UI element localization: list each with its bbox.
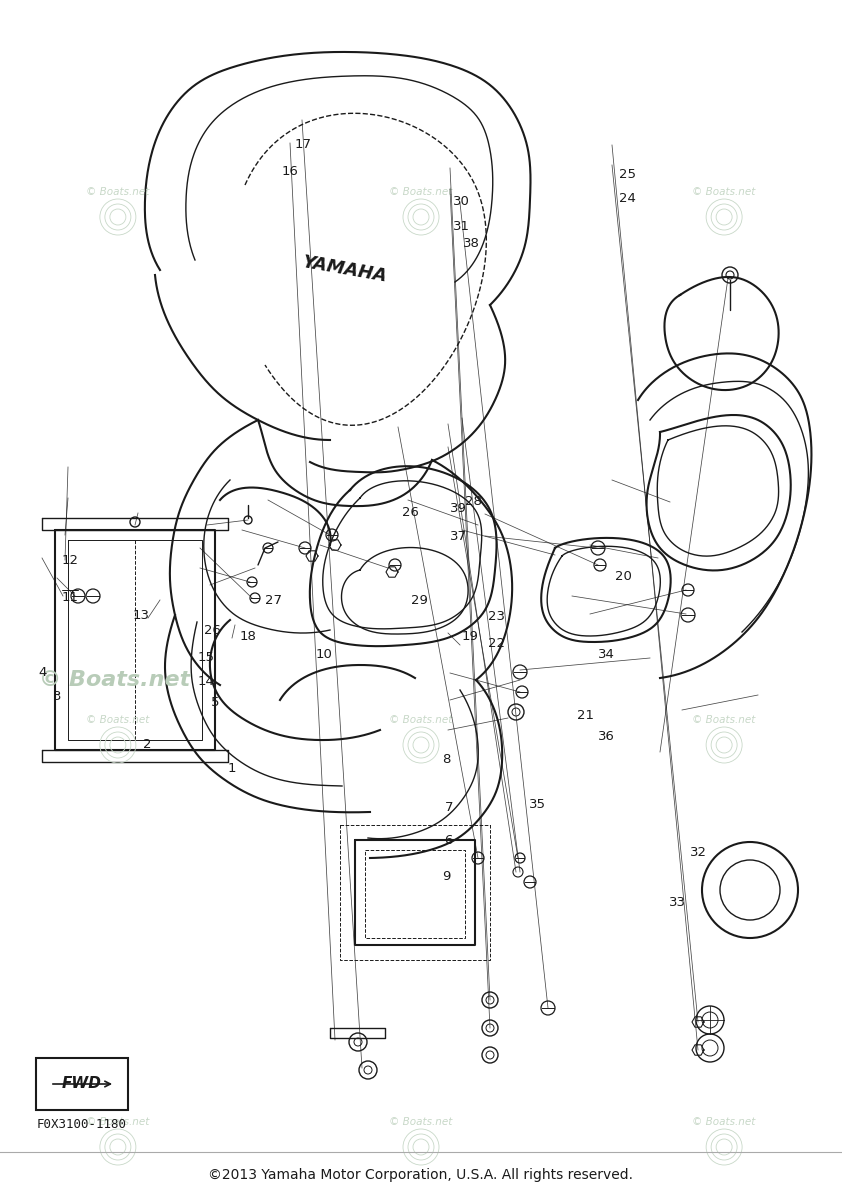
Text: 34: 34 — [598, 648, 615, 660]
Text: 20: 20 — [615, 570, 632, 582]
Text: 21: 21 — [577, 709, 594, 721]
Text: © Boats.net: © Boats.net — [692, 187, 756, 197]
Text: 23: 23 — [488, 611, 505, 623]
Text: 31: 31 — [453, 221, 470, 233]
Text: 24: 24 — [619, 192, 636, 204]
Text: 38: 38 — [463, 238, 480, 250]
Text: © Boats.net: © Boats.net — [692, 1117, 756, 1127]
Text: 26: 26 — [204, 624, 221, 636]
Text: 10: 10 — [316, 648, 333, 660]
Text: 15: 15 — [198, 652, 215, 664]
Text: 12: 12 — [61, 554, 78, 566]
Text: 16: 16 — [282, 166, 299, 178]
Text: 35: 35 — [529, 798, 546, 810]
Text: © Boats.net: © Boats.net — [389, 715, 453, 725]
Text: 39: 39 — [450, 503, 467, 515]
Text: © Boats.net: © Boats.net — [86, 1117, 150, 1127]
Text: 22: 22 — [488, 637, 505, 649]
Text: 14: 14 — [198, 676, 215, 688]
Text: 33: 33 — [669, 896, 686, 908]
Text: © Boats.net: © Boats.net — [40, 670, 190, 690]
Text: © Boats.net: © Boats.net — [86, 715, 150, 725]
Text: 32: 32 — [690, 846, 707, 858]
Text: 29: 29 — [411, 594, 428, 606]
Text: 2: 2 — [143, 738, 152, 750]
Text: 27: 27 — [265, 594, 282, 606]
Text: 18: 18 — [240, 630, 257, 642]
Text: 19: 19 — [461, 630, 478, 642]
Text: ©2013 Yamaha Motor Corporation, U.S.A. All rights reserved.: ©2013 Yamaha Motor Corporation, U.S.A. A… — [209, 1168, 633, 1182]
Text: 5: 5 — [210, 696, 219, 708]
Text: 9: 9 — [442, 870, 450, 882]
Text: YAMAHA: YAMAHA — [301, 253, 389, 287]
Text: 25: 25 — [619, 168, 636, 180]
Text: FWD: FWD — [62, 1076, 102, 1092]
Text: 13: 13 — [133, 610, 150, 622]
Text: © Boats.net: © Boats.net — [692, 715, 756, 725]
Text: 11: 11 — [61, 592, 78, 604]
Text: 30: 30 — [453, 196, 470, 208]
Text: 8: 8 — [442, 754, 450, 766]
Text: F0X3100-1180: F0X3100-1180 — [37, 1118, 127, 1132]
Text: © Boats.net: © Boats.net — [389, 1117, 453, 1127]
Text: 4: 4 — [38, 666, 46, 678]
Text: 26: 26 — [402, 506, 419, 518]
Text: 7: 7 — [445, 802, 453, 814]
Text: © Boats.net: © Boats.net — [389, 187, 453, 197]
Text: 1: 1 — [227, 762, 236, 774]
Text: 36: 36 — [598, 731, 615, 743]
Text: 17: 17 — [295, 138, 312, 150]
Text: © Boats.net: © Boats.net — [86, 187, 150, 197]
Text: 28: 28 — [465, 496, 482, 508]
Text: 6: 6 — [445, 834, 453, 846]
Text: 37: 37 — [450, 530, 467, 542]
Text: 3: 3 — [53, 690, 61, 702]
